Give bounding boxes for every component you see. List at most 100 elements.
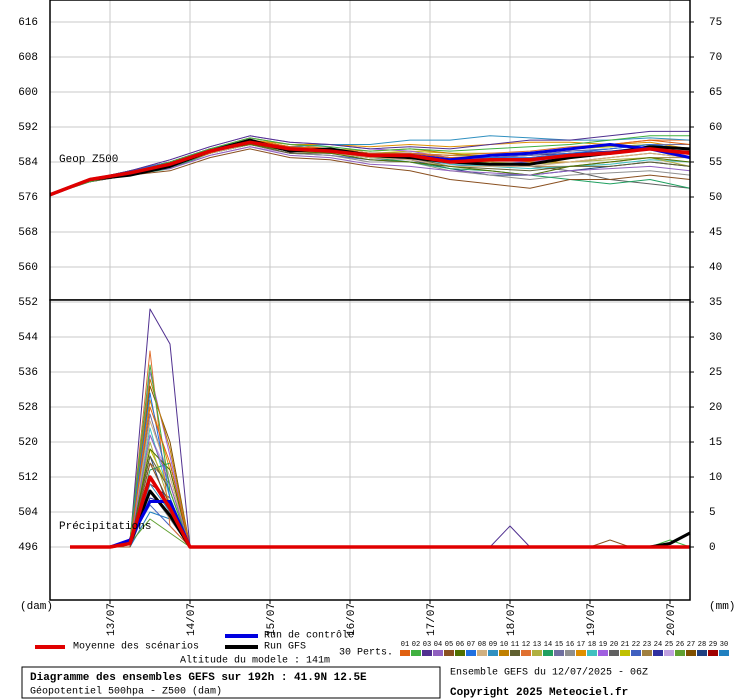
legend-label: Run de contrôle bbox=[264, 630, 354, 642]
y-tick-label: 584 bbox=[18, 157, 38, 169]
x-tick-label: 20/07 bbox=[666, 603, 678, 636]
legend-swatch bbox=[521, 650, 531, 656]
y2-tick-label: 10 bbox=[709, 472, 722, 484]
x-tick-label: 15/07 bbox=[266, 603, 278, 636]
legend-label: 11 bbox=[511, 641, 519, 649]
legend-swatch bbox=[565, 650, 575, 656]
legend-label: 10 bbox=[500, 641, 508, 649]
legend-swatch bbox=[444, 650, 454, 656]
legend-swatch bbox=[653, 650, 663, 656]
legend-swatch bbox=[719, 650, 729, 656]
legend-label: 14 bbox=[544, 641, 552, 649]
x-tick-label: 17/07 bbox=[426, 603, 438, 636]
series-line bbox=[70, 475, 690, 549]
y2-tick-label: 55 bbox=[709, 157, 722, 169]
legend-label: Run GFS bbox=[264, 642, 306, 653]
legend-label: 13 bbox=[533, 641, 541, 649]
legend-label: 29 bbox=[709, 641, 717, 649]
y2-tick-label: 25 bbox=[709, 367, 722, 379]
y-tick-label: 536 bbox=[18, 367, 38, 379]
y2-tick-label: 0 bbox=[709, 542, 716, 554]
series-line bbox=[49, 140, 691, 197]
legend-label: 30 bbox=[720, 641, 728, 649]
x-tick-label: 19/07 bbox=[586, 603, 598, 636]
legend-label: 06 bbox=[456, 641, 464, 649]
series-line bbox=[49, 130, 690, 196]
y-tick-label: 608 bbox=[18, 52, 38, 64]
legend-label: 09 bbox=[489, 641, 497, 649]
y2-tick-label: 45 bbox=[709, 227, 722, 239]
legend-label: 01 bbox=[401, 641, 409, 649]
legend-swatch bbox=[422, 650, 432, 656]
legend-label: 28 bbox=[698, 641, 706, 649]
legend-label: 08 bbox=[478, 641, 486, 649]
altitude: Altitude du modele : 141m bbox=[180, 655, 330, 667]
y-tick-label: 528 bbox=[18, 402, 38, 414]
y-tick-label: 544 bbox=[18, 332, 38, 344]
y-tick-label: 552 bbox=[18, 297, 38, 309]
legend-label: 07 bbox=[467, 641, 475, 649]
legend-label: Moyenne des scénarios bbox=[73, 641, 199, 653]
legend-label: 24 bbox=[654, 641, 662, 649]
legend-swatch bbox=[411, 650, 421, 656]
x-tick-label: 14/07 bbox=[186, 603, 198, 636]
legend-swatch bbox=[576, 650, 586, 656]
y-axis-unit: (dam) bbox=[20, 601, 53, 613]
legend-swatch bbox=[554, 650, 564, 656]
legend-label: 15 bbox=[555, 641, 563, 649]
info-box bbox=[21, 666, 441, 699]
legend-label: 21 bbox=[621, 641, 629, 649]
y2-tick-label: 30 bbox=[709, 332, 722, 344]
y2-axis-unit: (mm) bbox=[709, 601, 735, 613]
legend-swatch bbox=[587, 650, 597, 656]
y-tick-label: 520 bbox=[18, 437, 38, 449]
y-tick-label: 512 bbox=[18, 472, 38, 484]
y-tick-label: 592 bbox=[18, 122, 38, 134]
legend-swatch bbox=[620, 650, 630, 656]
legend-swatch bbox=[642, 650, 652, 656]
y-tick-label: 504 bbox=[18, 507, 38, 519]
legend-swatch bbox=[631, 650, 641, 656]
legend-swatch bbox=[499, 650, 509, 656]
legend-label: 20 bbox=[610, 641, 618, 649]
legend-label: 25 bbox=[665, 641, 673, 649]
legend-label: 05 bbox=[445, 641, 453, 649]
legend-swatch bbox=[477, 650, 487, 656]
x-tick-label: 16/07 bbox=[346, 603, 358, 636]
y2-tick-label: 20 bbox=[709, 402, 722, 414]
y2-tick-label: 40 bbox=[709, 262, 722, 274]
y2-tick-label: 65 bbox=[709, 87, 722, 99]
legend-label: 12 bbox=[522, 641, 530, 649]
legend-swatch bbox=[400, 650, 410, 656]
info-subtitle: Géopotentiel 500hpa - Z500 (dam) bbox=[30, 686, 222, 698]
y-tick-label: 560 bbox=[18, 262, 38, 274]
perts-label: 30 Perts. bbox=[339, 648, 393, 659]
legend-swatch bbox=[664, 650, 674, 656]
y-tick-label: 600 bbox=[18, 87, 38, 99]
info-title: Diagramme des ensembles GEFS sur 192h : … bbox=[30, 672, 367, 684]
legend-label: 02 bbox=[412, 641, 420, 649]
panel-label: Précipitations bbox=[59, 521, 151, 533]
legend-swatch bbox=[543, 650, 553, 656]
copyright: Copyright 2025 Meteociel.fr bbox=[450, 687, 628, 699]
legend-swatch bbox=[609, 650, 619, 656]
legend-label: 23 bbox=[643, 641, 651, 649]
y2-tick-label: 15 bbox=[709, 437, 722, 449]
legend-label: 26 bbox=[676, 641, 684, 649]
y2-tick-label: 50 bbox=[709, 192, 722, 204]
y2-tick-label: 35 bbox=[709, 297, 722, 309]
legend-label: 03 bbox=[423, 641, 431, 649]
legend-swatch bbox=[532, 650, 542, 656]
legend-swatch bbox=[455, 650, 465, 656]
y2-tick-label: 75 bbox=[709, 17, 722, 29]
y-tick-label: 568 bbox=[18, 227, 38, 239]
y-tick-label: 576 bbox=[18, 192, 38, 204]
legend-swatch bbox=[686, 650, 696, 656]
legend-label: 18 bbox=[588, 641, 596, 649]
y2-tick-label: 60 bbox=[709, 122, 722, 134]
panel-label: Geop Z500 bbox=[59, 154, 118, 166]
y2-tick-label: 70 bbox=[709, 52, 722, 64]
legend-swatch bbox=[708, 650, 718, 656]
legend-label: 17 bbox=[577, 641, 585, 649]
legend-swatch bbox=[697, 650, 707, 656]
